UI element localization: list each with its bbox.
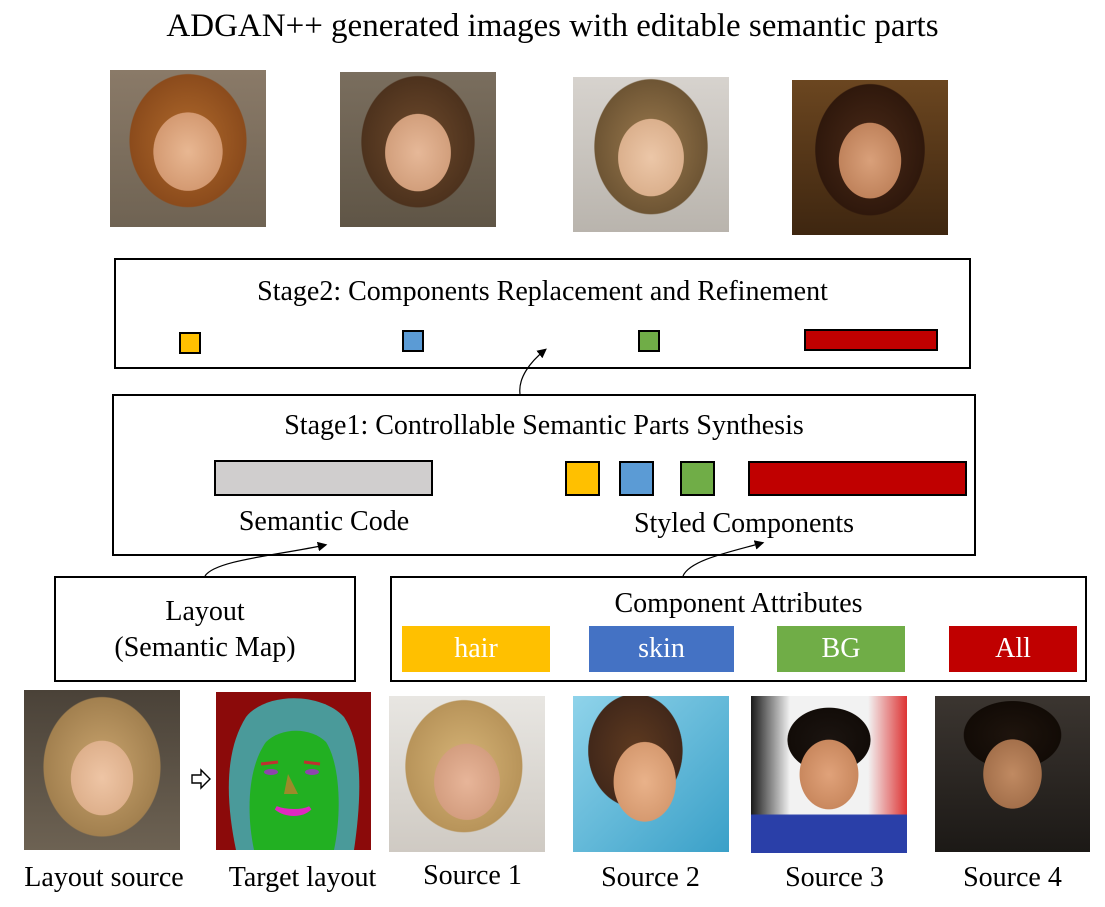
stage1-all-bar	[748, 461, 967, 496]
target-layout-image	[216, 692, 371, 850]
caption-layout-source: Layout source	[24, 862, 184, 893]
semantic-code-bar	[214, 460, 433, 496]
source1-image	[389, 696, 545, 852]
layout-line1: Layout	[165, 596, 245, 627]
arrow-layout-source-to-target	[191, 768, 211, 790]
stage2-hair-square	[179, 332, 201, 354]
source4-image	[935, 696, 1090, 852]
attribute-bg: BG	[777, 626, 905, 672]
stage2-bg-square	[638, 330, 660, 352]
stage1-box: Stage1: Controllable Semantic Parts Synt…	[112, 394, 976, 556]
semantic-code-label: Semantic Code	[238, 506, 410, 537]
layout-line2: (Semantic Map)	[114, 632, 296, 663]
layout-source-image	[24, 690, 180, 850]
stage2-skin-square	[402, 330, 424, 352]
source2-image	[573, 696, 729, 852]
styled-components-label: Styled Components	[633, 508, 855, 539]
caption-source3: Source 3	[785, 862, 884, 893]
generated-image-1	[110, 70, 266, 227]
generated-image-2	[340, 72, 496, 227]
caption-source2: Source 2	[601, 862, 700, 893]
attribute-all: All	[949, 626, 1077, 672]
caption-source4: Source 4	[963, 862, 1062, 893]
attribute-skin: skin	[589, 626, 734, 672]
arrow-stage1-to-stage2	[519, 348, 547, 395]
stage1-hair-square	[565, 461, 600, 496]
stage1-bg-square	[680, 461, 715, 496]
stage1-skin-square	[619, 461, 654, 496]
caption-target-layout: Target layout	[228, 862, 377, 893]
arrow-attributes-to-styled-components	[682, 540, 765, 577]
generated-image-4	[792, 80, 948, 235]
stage1-title: Stage1: Controllable Semantic Parts Synt…	[284, 410, 804, 441]
diagram-title: ADGAN++ generated images with editable s…	[166, 8, 939, 44]
attribute-hair: hair	[402, 626, 550, 672]
source3-image	[751, 696, 907, 853]
stage2-title: Stage2: Components Replacement and Refin…	[257, 276, 828, 307]
component-attributes-box: Component Attributes hair skin BG All	[390, 576, 1087, 682]
layout-box: Layout (Semantic Map)	[54, 576, 356, 682]
stage2-all-bar	[804, 329, 938, 351]
arrow-layout-to-semantic-code	[204, 541, 328, 577]
component-attributes-title: Component Attributes	[614, 588, 863, 619]
caption-source1: Source 1	[423, 860, 522, 891]
generated-image-3	[573, 77, 729, 232]
